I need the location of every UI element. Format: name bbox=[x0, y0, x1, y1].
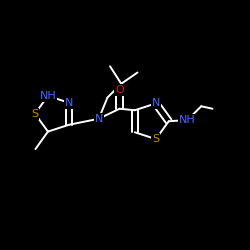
Text: O: O bbox=[115, 85, 124, 95]
Text: S: S bbox=[32, 109, 38, 119]
Text: S: S bbox=[152, 134, 159, 144]
Text: N: N bbox=[94, 114, 103, 124]
Text: N: N bbox=[65, 98, 73, 108]
Text: NH: NH bbox=[179, 115, 196, 125]
Text: N: N bbox=[152, 98, 160, 108]
Text: NH: NH bbox=[40, 91, 56, 101]
